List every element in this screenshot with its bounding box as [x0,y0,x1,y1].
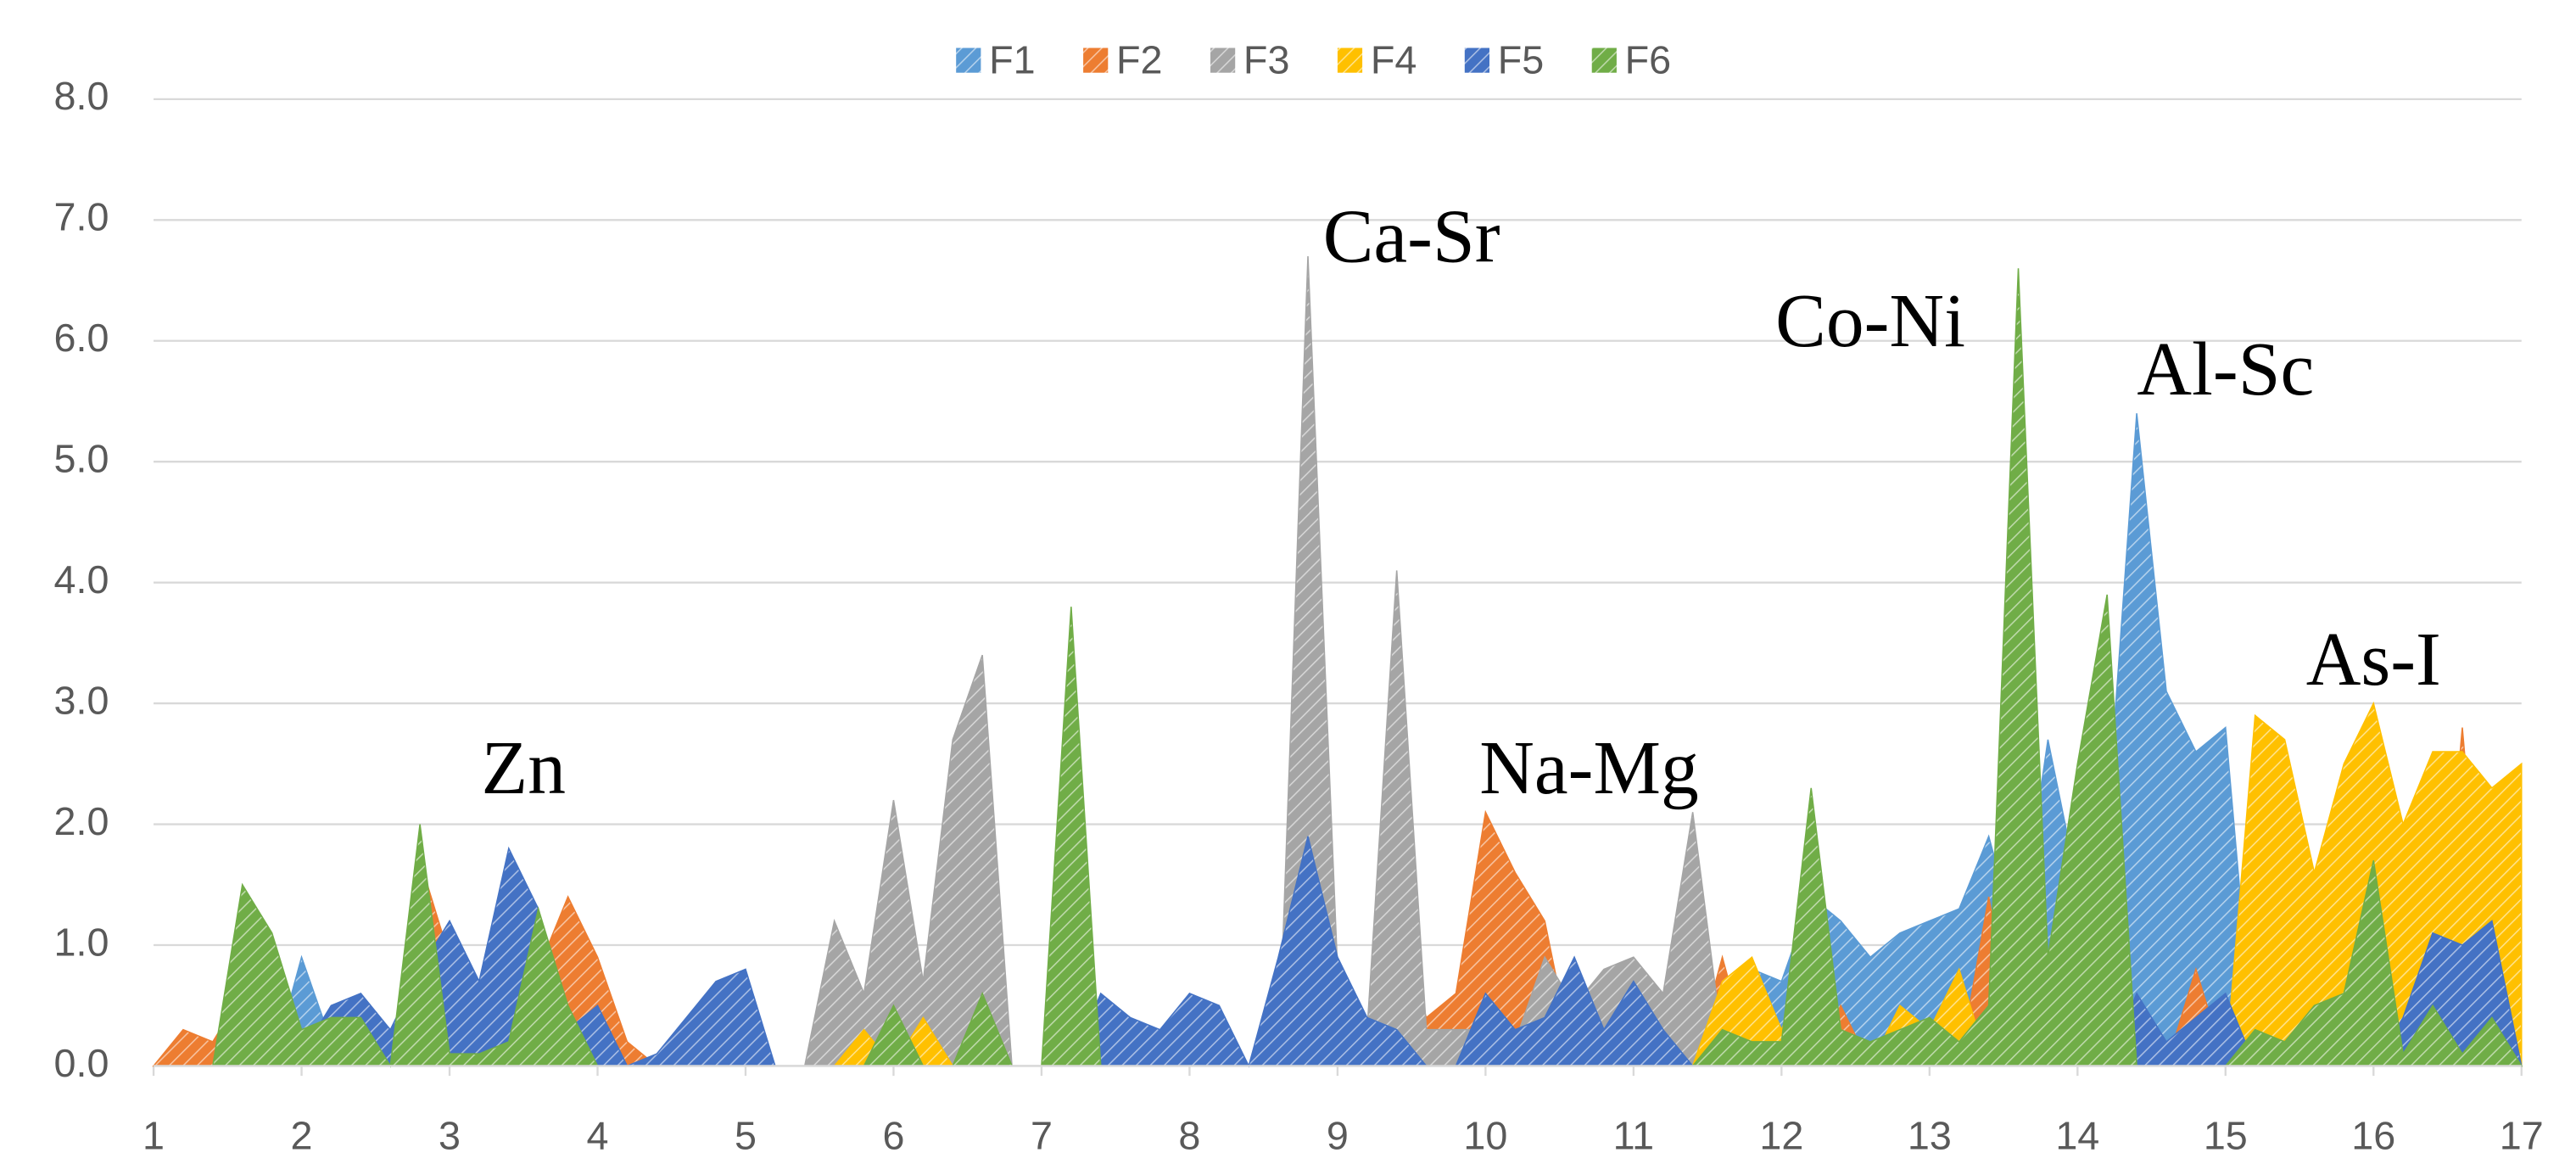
legend-label: F6 [1625,37,1672,81]
x-tick-label: 9 [1327,1113,1349,1157]
legend-label: F4 [1371,37,1417,81]
x-tick-label: 4 [587,1113,609,1157]
annotation: Al-Sc [2137,327,2314,411]
legend-label: F3 [1243,37,1290,81]
x-tick-label: 3 [439,1113,461,1157]
annotation: As-I [2306,618,2441,702]
x-tick-label: 5 [735,1113,757,1157]
y-tick-label: 5.0 [54,437,109,481]
legend-swatch [1464,48,1490,73]
x-tick-label: 15 [2204,1113,2248,1157]
y-tick-label: 8.0 [54,74,109,118]
x-tick-label: 14 [2055,1113,2099,1157]
x-tick-label: 10 [1463,1113,1507,1157]
annotation: Na-Mg [1479,726,1699,810]
y-tick-label: 0.0 [54,1041,109,1085]
y-tick-label: 1.0 [54,920,109,964]
legend-swatch [1337,48,1363,73]
legend-label: F2 [1116,37,1163,81]
y-tick-label: 2.0 [54,799,109,843]
y-tick-label: 3.0 [54,678,109,722]
x-tick-label: 11 [1613,1113,1654,1157]
legend-swatch [1591,48,1617,73]
y-tick-label: 6.0 [54,316,109,360]
legend-swatch [1083,48,1109,73]
x-tick-label: 1 [142,1113,165,1157]
x-tick-label: 17 [2500,1113,2544,1157]
x-tick-label: 12 [1759,1113,1803,1157]
legend-swatch [1210,48,1236,73]
annotation: Zn [482,726,566,810]
annotation: Ca-Sr [1323,194,1500,278]
y-tick-label: 4.0 [54,557,109,601]
legend-swatch [956,48,981,73]
y-tick-label: 7.0 [54,195,109,239]
annotation: Co-Ni [1775,279,1965,363]
legend-label: F5 [1498,37,1545,81]
x-tick-label: 16 [2351,1113,2395,1157]
x-tick-label: 7 [1031,1113,1053,1157]
x-tick-label: 13 [1908,1113,1952,1157]
legend-label: F1 [989,37,1036,81]
x-tick-label: 2 [291,1113,313,1157]
x-tick-label: 8 [1178,1113,1200,1157]
x-tick-label: 6 [882,1113,904,1157]
